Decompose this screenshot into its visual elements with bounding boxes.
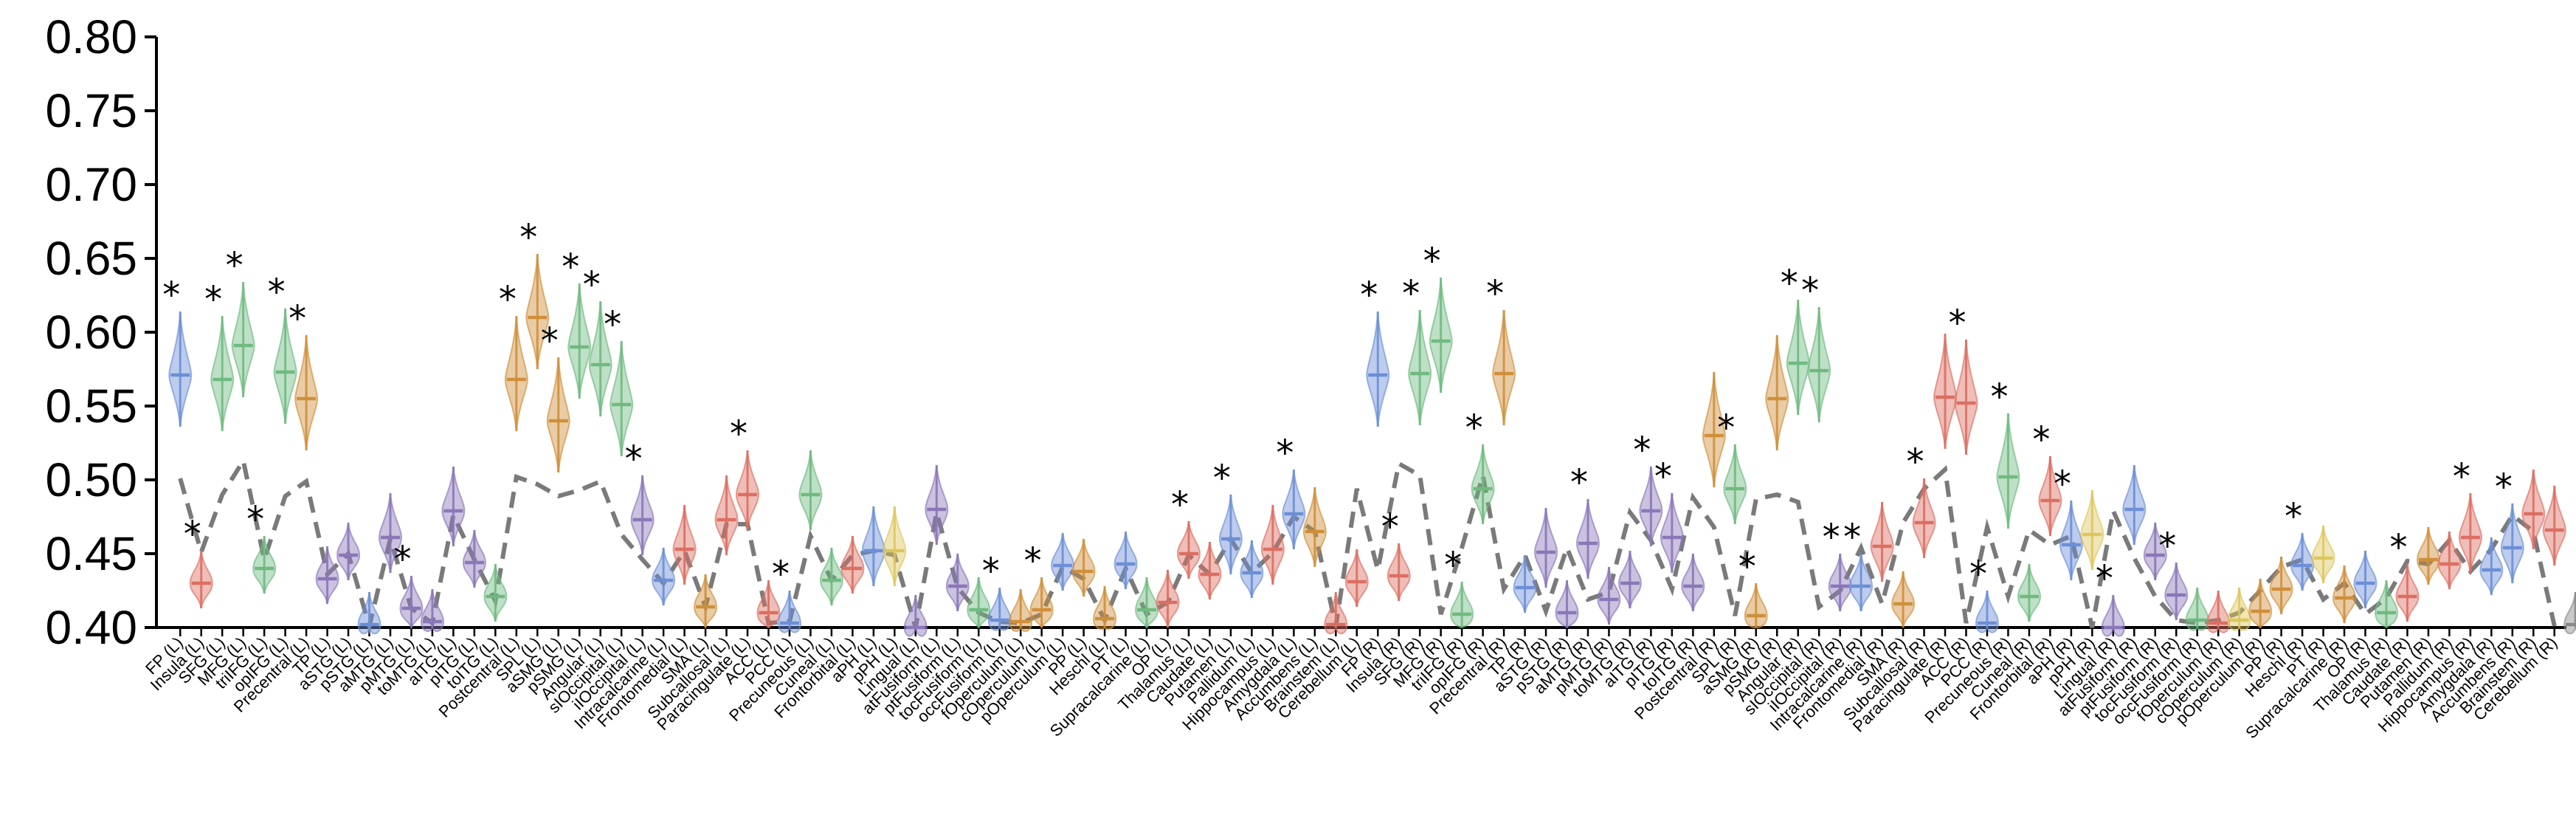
y-tick-label: 0.65	[45, 232, 137, 285]
significance-star: *	[226, 245, 244, 286]
significance-star: *	[1213, 458, 1231, 499]
x-tick-labels: FP (L)Insula (L)SFG (L)MFG (L)triIFG (L)…	[142, 633, 2561, 742]
significance-star: *	[2158, 526, 2176, 567]
significance-star: *	[2032, 419, 2050, 461]
significance-star: *	[1907, 441, 1924, 483]
significance-star: *	[268, 272, 286, 313]
significance-star: *	[393, 539, 411, 580]
significance-star: *	[2096, 558, 2113, 599]
significance-star: *	[1360, 275, 1378, 316]
significance-star: *	[982, 551, 1000, 592]
significance-star: *	[499, 279, 517, 320]
significance-star: *	[604, 304, 621, 345]
significance-star: *	[625, 439, 643, 480]
significance-star: *	[246, 499, 264, 540]
y-tick-label: 0.70	[45, 158, 137, 211]
y-tick-label: 0.60	[45, 306, 137, 359]
y-tick-label: 0.55	[45, 379, 137, 433]
significance-star: *	[1465, 408, 1483, 449]
significance-star: *	[1843, 517, 1861, 558]
y-tick-label: 0.80	[45, 10, 137, 63]
significance-star: *	[1276, 433, 1294, 474]
y-tick-label: 0.45	[45, 527, 137, 580]
significance-star: *	[1171, 484, 1189, 526]
significance-star: *	[1990, 377, 2008, 418]
significance-star: *	[204, 279, 222, 320]
significance-star: *	[772, 554, 790, 595]
significance-star: *	[519, 217, 537, 258]
y-axis: 0.40 0.45 0.50 0.55 0.60 0.65 0.70 0.75 0.80	[45, 10, 158, 654]
significance-stars: ************ ***** * ***************** ** ***…	[162, 217, 2513, 599]
y-tick-label: 0.50	[45, 453, 137, 506]
significance-star: *	[162, 275, 180, 316]
significance-star: *	[1570, 462, 1588, 503]
significance-star: *	[1633, 430, 1651, 471]
significance-star: *	[562, 247, 579, 288]
y-tick-label: 0.75	[45, 84, 137, 137]
significance-star: *	[1738, 546, 1756, 588]
significance-star: *	[2389, 527, 2407, 568]
y-tick-label: 0.40	[45, 601, 137, 654]
significance-star: *	[730, 413, 747, 455]
significance-star: *	[1969, 554, 1987, 595]
significance-star: *	[1823, 517, 1840, 558]
significance-star: *	[1444, 545, 1462, 586]
significance-star: *	[2453, 456, 2470, 498]
significance-star: *	[2054, 464, 2071, 505]
significance-star: *	[1423, 241, 1441, 282]
significance-star: *	[289, 298, 306, 340]
x-axis	[156, 626, 2566, 636]
significance-star: *	[2285, 496, 2302, 537]
significance-star: *	[583, 264, 601, 306]
significance-star: *	[1654, 456, 1672, 498]
baseline-line	[178, 455, 2557, 635]
significance-star: *	[1486, 273, 1504, 314]
significance-star: *	[1402, 273, 1420, 314]
significance-star: *	[2495, 467, 2513, 508]
significance-star: *	[1949, 303, 1966, 344]
significance-star: *	[1781, 263, 1798, 304]
significance-star: *	[1381, 506, 1399, 548]
baseline-dashed-line	[178, 455, 2557, 635]
significance-star: *	[1024, 540, 1042, 582]
violin-body	[2563, 591, 2576, 635]
significance-star: *	[184, 514, 201, 555]
violin-group	[168, 253, 2576, 637]
significance-star: *	[1717, 408, 1735, 449]
significance-star: *	[541, 320, 559, 362]
significance-star: *	[1801, 270, 1819, 312]
